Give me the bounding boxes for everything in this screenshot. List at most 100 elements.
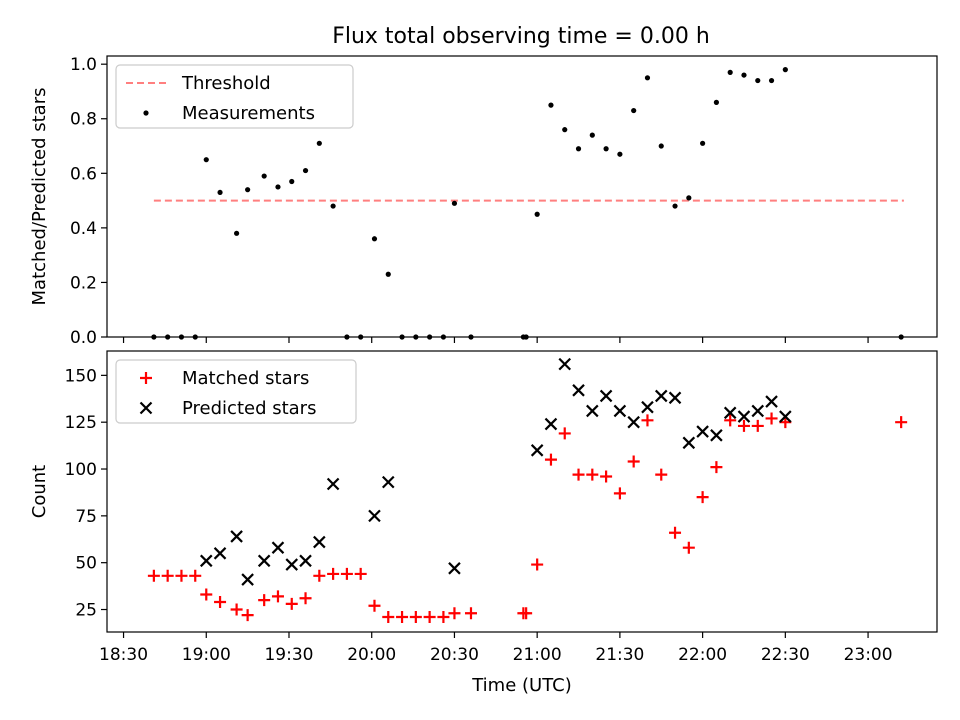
x-tick-label: 19:00 (182, 645, 231, 665)
data-point (737, 410, 751, 423)
data-point (396, 611, 409, 624)
data-point (544, 417, 558, 431)
data-point (589, 132, 595, 138)
data-point (779, 410, 792, 423)
bottom-plot-area (147, 357, 908, 624)
data-point (316, 140, 322, 146)
data-point (755, 77, 761, 84)
data-point (258, 594, 271, 607)
data-point (548, 102, 554, 108)
data-point (641, 400, 654, 414)
legend-box (115, 64, 354, 129)
data-point (213, 547, 227, 560)
y-tick-label: 0.4 (70, 219, 97, 239)
legend-label: Threshold (181, 73, 271, 94)
data-point (724, 414, 737, 427)
series-predicted-stars (199, 357, 792, 586)
bottom-axes-frame (106, 350, 938, 633)
data-point (658, 143, 664, 149)
data-point (572, 468, 585, 481)
data-point (241, 609, 254, 622)
bottom-y-axis-label: Count (29, 465, 50, 518)
top-axes-frame (106, 55, 938, 338)
data-point (669, 526, 682, 539)
data-point (668, 391, 682, 405)
data-point (234, 230, 240, 236)
data-point (257, 554, 271, 568)
data-point (765, 395, 778, 408)
data-point (710, 461, 723, 474)
data-point (672, 203, 678, 209)
data-point (271, 590, 284, 603)
data-point (289, 178, 295, 185)
legend-label: Matched stars (182, 368, 309, 389)
data-point (423, 611, 436, 624)
data-point (779, 416, 792, 429)
data-point (617, 151, 623, 157)
bottom-panel: 25 50 75 100 125 150 18:30 19:00 19:30 20:00 20:30… (29, 350, 938, 696)
bottom-legend: Matched stars Predicted stars (115, 359, 357, 424)
data-point (368, 599, 381, 612)
data-point (768, 77, 775, 84)
data-point (655, 468, 668, 481)
data-point (520, 607, 533, 620)
y-tick-label: 125 (65, 413, 97, 433)
data-point (782, 67, 788, 73)
data-point (245, 187, 251, 193)
data-point (710, 429, 723, 442)
data-point (147, 569, 160, 582)
legend-box (115, 359, 357, 424)
data-point (700, 140, 706, 146)
data-point (613, 487, 626, 500)
data-point (530, 444, 544, 457)
y-tick-label: 75 (75, 507, 97, 527)
top-plot-area (151, 67, 904, 340)
y-tick-label: 150 (65, 366, 97, 386)
data-point (464, 607, 477, 620)
y-tick-label: 0.8 (70, 110, 97, 130)
data-point (686, 195, 692, 201)
data-point (327, 567, 340, 580)
data-point (175, 569, 188, 582)
chart-title: Flux total observing time = 0.00 h (332, 24, 710, 49)
data-point (299, 592, 312, 605)
data-point (271, 541, 285, 554)
data-point (682, 541, 695, 554)
data-point (437, 611, 450, 624)
data-point (562, 127, 568, 133)
data-point (696, 491, 709, 504)
x-tick-label: 18:30 (99, 645, 148, 665)
x-tick-label: 21:00 (513, 645, 562, 665)
data-point (531, 558, 544, 571)
data-point (613, 404, 627, 418)
data-point (895, 416, 908, 429)
series-measurements (151, 67, 904, 340)
data-point (558, 427, 571, 440)
top-panel: 0.0 0.2 0.4 0.6 0.8 1.0 Matched/Predicted sta… (29, 55, 938, 348)
data-point (603, 146, 609, 152)
legend-swatch (140, 372, 152, 384)
data-point (302, 167, 309, 174)
legend-swatch (143, 110, 149, 116)
data-point (409, 611, 422, 624)
data-point (696, 425, 709, 438)
x-tick-label: 21:30 (595, 645, 644, 665)
data-point (627, 455, 640, 468)
data-point (631, 107, 637, 114)
y-tick-label: 0.6 (70, 164, 97, 184)
data-point (627, 415, 640, 429)
data-point (330, 203, 336, 209)
data-point (586, 468, 599, 481)
x-tick-label: 20:00 (347, 645, 396, 665)
data-point (203, 157, 209, 163)
data-point (285, 558, 299, 571)
top-axis-ticks: 0.0 0.2 0.4 0.6 0.8 1.0 (70, 55, 869, 348)
data-point (326, 477, 340, 491)
data-point (381, 475, 395, 489)
data-point (737, 419, 750, 432)
data-point (544, 453, 557, 466)
x-axis-label: Time (UTC) (471, 675, 572, 696)
data-point (534, 211, 540, 217)
top-legend: Threshold Measurements (115, 64, 354, 129)
